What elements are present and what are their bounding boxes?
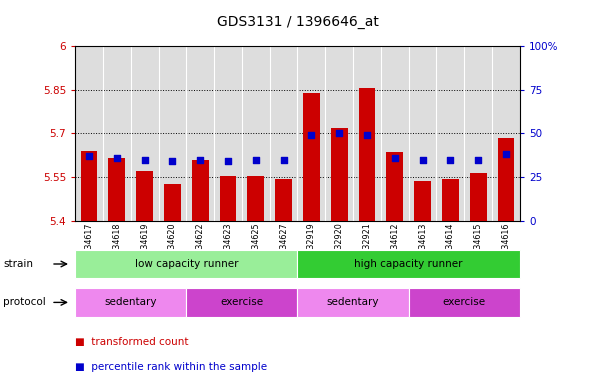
Point [501, 151, 511, 157]
Bar [192, 160, 209, 221]
Text: high capacity runner: high capacity runner [355, 259, 463, 269]
Text: sedentary: sedentary [327, 297, 379, 308]
Point [168, 158, 177, 164]
Bar [442, 179, 459, 221]
Point [223, 158, 233, 164]
Bar [414, 182, 431, 221]
Bar [275, 179, 292, 221]
Point [84, 153, 94, 159]
Text: exercise: exercise [443, 297, 486, 308]
Point [112, 155, 121, 161]
Bar [303, 93, 320, 221]
Point [140, 157, 150, 163]
Text: strain: strain [3, 259, 33, 269]
Text: exercise: exercise [221, 297, 263, 308]
Point [390, 155, 400, 161]
Bar [248, 175, 264, 221]
Point [445, 157, 455, 163]
Text: GDS3131 / 1396646_at: GDS3131 / 1396646_at [216, 15, 379, 29]
Text: low capacity runner: low capacity runner [135, 259, 238, 269]
Bar [136, 171, 153, 221]
Bar [359, 88, 375, 221]
Bar [108, 158, 125, 221]
Bar [331, 127, 347, 221]
Point [334, 130, 344, 136]
Point [362, 132, 372, 138]
Point [279, 157, 288, 163]
Point [418, 157, 427, 163]
Text: ■  transformed count: ■ transformed count [75, 337, 189, 347]
Text: ■  percentile rank within the sample: ■ percentile rank within the sample [75, 362, 267, 372]
Text: sedentary: sedentary [105, 297, 157, 308]
Point [251, 157, 261, 163]
Bar [220, 175, 236, 221]
Bar [498, 138, 514, 221]
Point [474, 157, 483, 163]
Bar [164, 184, 181, 221]
Bar [81, 151, 97, 221]
Bar [470, 173, 487, 221]
Point [195, 157, 205, 163]
Point [307, 132, 316, 138]
Text: protocol: protocol [3, 297, 46, 308]
Bar [386, 152, 403, 221]
